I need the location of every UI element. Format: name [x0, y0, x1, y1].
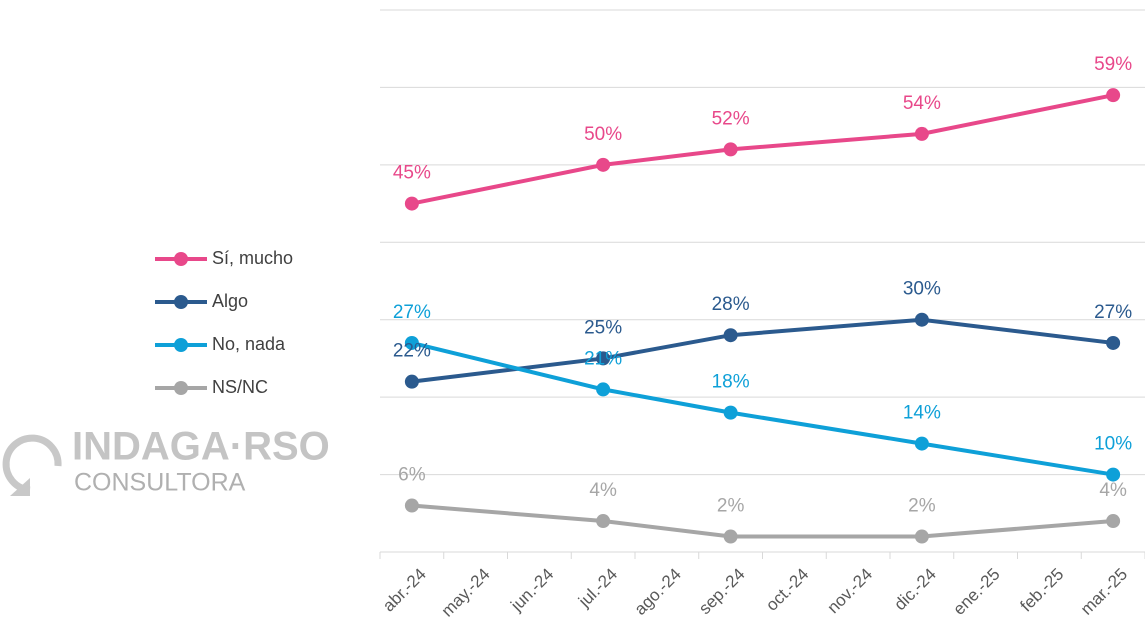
data-point — [914, 126, 929, 141]
data-label: 28% — [712, 294, 750, 315]
series-line — [411, 503, 1114, 539]
data-label: 14% — [903, 403, 941, 424]
logo-name: INDAGA·RSO — [72, 425, 330, 469]
legend-label: No, nada — [212, 334, 286, 354]
data-point — [723, 405, 738, 420]
legend-label: Algo — [212, 291, 248, 311]
data-label: 30% — [903, 279, 941, 300]
data-label: 27% — [1094, 302, 1132, 323]
data-point — [1106, 335, 1121, 350]
legend-label: NS/NC — [212, 377, 268, 397]
logo-icon — [2, 434, 62, 494]
data-label: 10% — [1094, 434, 1132, 455]
legend-label: Sí, mucho — [212, 248, 293, 268]
data-point — [596, 157, 611, 172]
data-label: 50% — [584, 124, 622, 145]
x-tick-label: oct.-24 — [762, 565, 812, 615]
series-line — [411, 93, 1114, 206]
data-label: 59% — [1094, 54, 1132, 75]
logo-subtitle: CONSULTORA — [74, 469, 246, 497]
series-line — [411, 317, 1114, 384]
data-point — [1106, 467, 1121, 482]
x-tick-label: dic.-24 — [890, 565, 940, 615]
data-point — [404, 335, 419, 350]
data-label: 18% — [712, 372, 750, 393]
data-label: 27% — [393, 302, 431, 323]
x-tick-label: sep.-24 — [695, 565, 749, 619]
x-tick-label: feb.-25 — [1017, 565, 1068, 616]
x-tick-label: ene.-25 — [949, 565, 1003, 619]
data-point — [914, 529, 929, 544]
data-point — [596, 382, 611, 397]
data-point — [404, 498, 419, 513]
x-tick-label: jun.-24 — [506, 565, 557, 616]
data-label: 45% — [393, 163, 431, 184]
data-label: 2% — [908, 496, 936, 517]
data-label: 52% — [712, 108, 750, 129]
x-tick-label: jul.-24 — [574, 565, 621, 612]
data-point — [723, 529, 738, 544]
legend-swatch-dot — [174, 338, 188, 352]
data-label: 4% — [589, 480, 617, 501]
data-label: 2% — [717, 496, 745, 517]
series-line — [411, 340, 1114, 477]
x-tick-label: ago.-24 — [631, 565, 685, 619]
data-label: 25% — [584, 317, 622, 338]
data-point — [404, 374, 419, 389]
data-point — [596, 514, 611, 529]
x-tick-label: mar.-25 — [1077, 565, 1131, 619]
logo: INDAGA·RSO CONSULTORA — [2, 425, 330, 497]
data-label: 6% — [398, 465, 426, 486]
legend-swatch-dot — [174, 381, 188, 395]
data-point — [596, 351, 611, 366]
data-point — [914, 312, 929, 327]
data-point — [1106, 88, 1121, 103]
x-tick-label: may.-24 — [438, 565, 494, 621]
data-point — [914, 436, 929, 451]
logo-icon-arrow — [10, 478, 30, 496]
legend-swatch-dot — [174, 295, 188, 309]
x-tick-label: nov.-24 — [823, 565, 876, 618]
data-label: 54% — [903, 93, 941, 114]
data-label: 22% — [393, 341, 431, 362]
data-point — [723, 328, 738, 343]
data-point — [1106, 514, 1121, 529]
legend-swatch-dot — [174, 252, 188, 266]
data-point — [404, 196, 419, 211]
x-tick-label: abr.-24 — [379, 565, 430, 616]
data-label: 21% — [584, 348, 622, 369]
data-label: 4% — [1099, 480, 1127, 501]
data-point — [723, 142, 738, 157]
